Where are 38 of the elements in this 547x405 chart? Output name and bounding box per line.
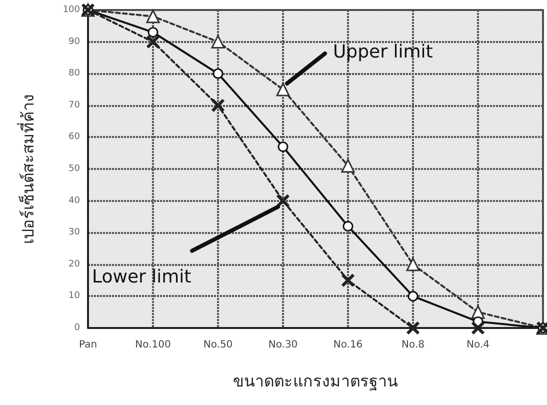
point (148, 27, 158, 38)
y-tick-label: 10 (68, 291, 80, 302)
x-tick-label: No.16 (333, 340, 363, 350)
point (341, 159, 355, 173)
point (212, 99, 224, 112)
x-tick-label: No.50 (203, 340, 233, 350)
point (408, 290, 418, 302)
x-tick-label: No.8 (402, 340, 424, 350)
point (342, 274, 354, 287)
y-tick-label: 0 (74, 323, 80, 333)
annotation: Upper limit (333, 42, 433, 62)
y-tick-label: 40 (68, 196, 80, 206)
x-tick-label: No.100 (135, 340, 171, 350)
y-tick-label: 80 (68, 68, 80, 79)
x-axis-title: ขนาดตะแกรงมาตรฐาน (233, 372, 398, 390)
annotation: Lower limit (92, 266, 192, 288)
point (342, 220, 354, 232)
point (211, 35, 225, 49)
point (472, 322, 484, 334)
y-tick-label: 100 (62, 5, 80, 15)
point (146, 36, 160, 48)
y-tick-label: 50 (68, 164, 80, 174)
point (406, 258, 420, 272)
x-tick-label: No.30 (268, 340, 298, 350)
point (146, 10, 160, 24)
point (406, 322, 420, 334)
x-tick-label: Pan (78, 340, 98, 350)
y-tick-label: 20 (68, 259, 80, 270)
y-tick-label: 70 (68, 100, 80, 110)
point (276, 194, 290, 208)
y-axis-title: เปอร์เซ็นต์สะสมที่ค้าง (16, 94, 38, 244)
point (276, 82, 290, 96)
x-tick-label: No.4 (466, 340, 490, 350)
y-tick-label: 90 (68, 36, 80, 47)
y-tick-label: 30 (68, 228, 80, 238)
point (212, 68, 224, 79)
point (278, 141, 288, 152)
y-tick-label: 60 (68, 132, 80, 142)
